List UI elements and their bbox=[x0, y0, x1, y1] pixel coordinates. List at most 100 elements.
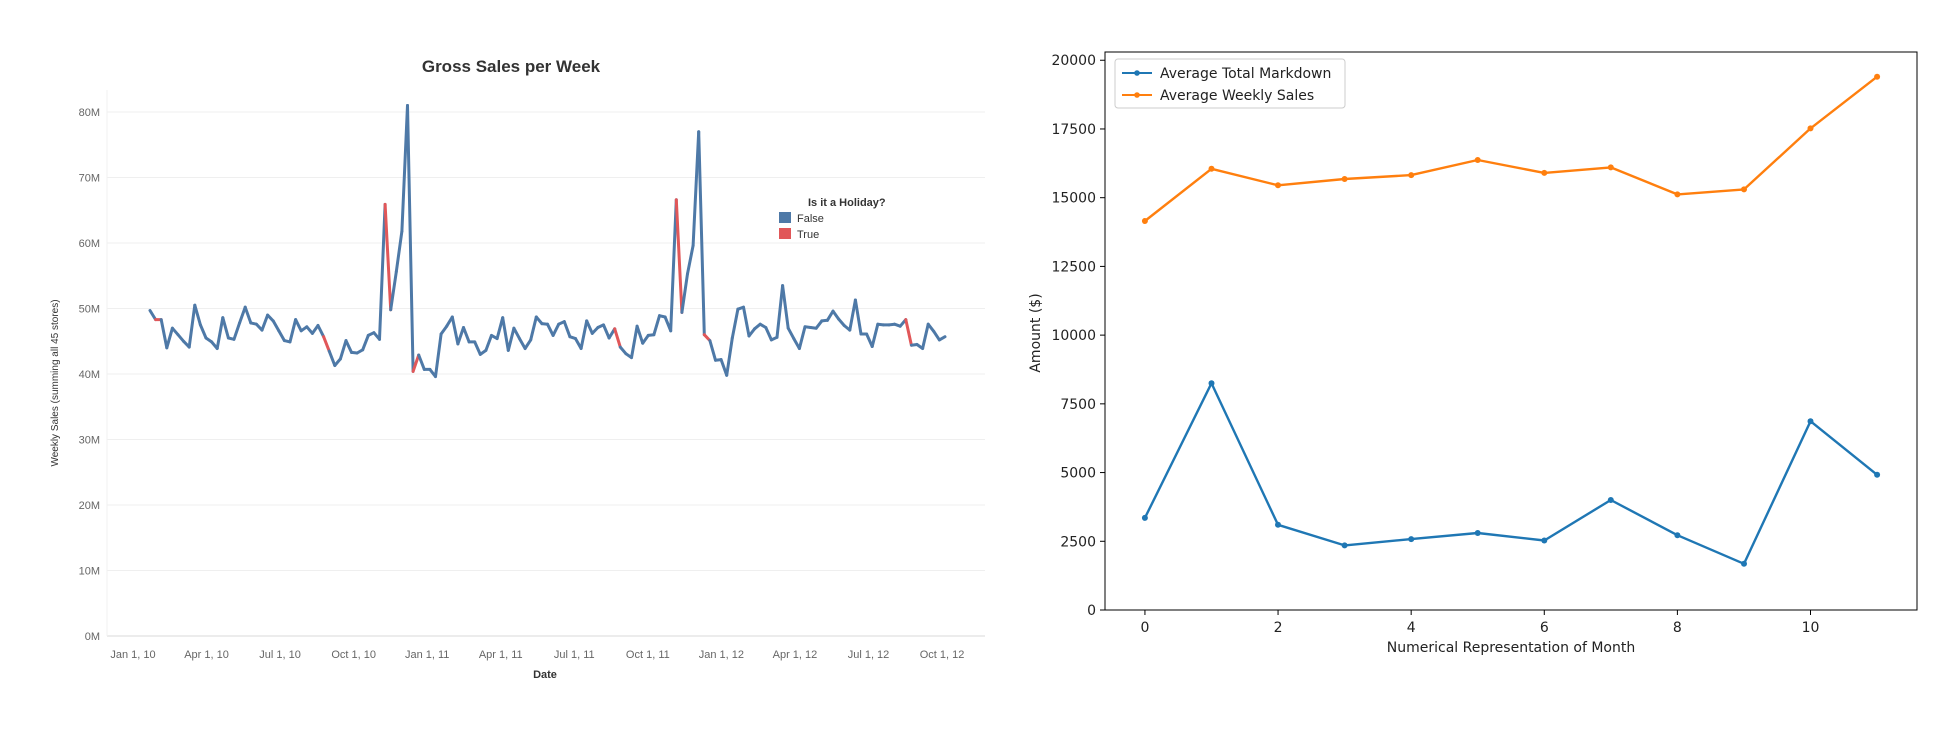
series-line-0 bbox=[1143, 382, 1878, 565]
y-tick-label: 2500 bbox=[1060, 534, 1096, 550]
sales-segment bbox=[781, 284, 790, 330]
series-point-1 bbox=[1674, 191, 1681, 198]
series-point-0 bbox=[1607, 497, 1614, 503]
y-tick-label: 17500 bbox=[1051, 122, 1096, 138]
sales-segment bbox=[260, 313, 270, 332]
sales-segment bbox=[394, 229, 404, 274]
sales-segment bbox=[198, 323, 208, 340]
x-tick-label: Jan 1, 12 bbox=[699, 649, 744, 661]
sales-segment bbox=[585, 319, 594, 335]
sales-segment bbox=[652, 314, 661, 337]
sales-segment bbox=[669, 198, 678, 333]
holiday-segment bbox=[904, 318, 913, 347]
axes-frame bbox=[1104, 51, 1918, 611]
sales-segment bbox=[562, 320, 572, 339]
sales-segment bbox=[635, 324, 645, 345]
sales-segment bbox=[221, 316, 230, 340]
sales-segment bbox=[159, 318, 169, 350]
series-point-1 bbox=[1807, 125, 1814, 132]
sales-segment bbox=[232, 321, 242, 341]
series-point-0 bbox=[1208, 380, 1215, 387]
sales-segment bbox=[215, 316, 225, 350]
x-tick-label: Jul 1, 11 bbox=[554, 649, 595, 661]
holiday-segment bbox=[383, 202, 393, 312]
sales-segment bbox=[853, 298, 863, 336]
plot-lines bbox=[148, 104, 947, 379]
sales-segment bbox=[417, 353, 426, 371]
series-point-0 bbox=[1674, 532, 1681, 539]
legend-box bbox=[1114, 58, 1346, 109]
y-tick-label: 20000 bbox=[1051, 53, 1096, 69]
sales-segment bbox=[775, 284, 785, 339]
sales-segment bbox=[641, 333, 650, 345]
sales-segment bbox=[546, 322, 555, 337]
sales-segment bbox=[148, 309, 158, 322]
y-tick-label: 10000 bbox=[1051, 328, 1096, 344]
x-tick-label: 6 bbox=[1540, 620, 1549, 636]
sales-segment bbox=[344, 339, 353, 354]
sales-segment bbox=[439, 324, 449, 336]
series-point-1 bbox=[1141, 218, 1148, 224]
sales-segment bbox=[327, 349, 337, 367]
sales-segment bbox=[512, 326, 521, 341]
legend-marker-sales bbox=[1134, 92, 1140, 98]
x-tick-label: Jul 1, 12 bbox=[848, 649, 890, 661]
sales-segment bbox=[338, 339, 348, 361]
y-tick-label: 20M bbox=[79, 500, 100, 512]
sales-segment bbox=[378, 202, 387, 341]
series-point-1 bbox=[1208, 165, 1215, 172]
sales-segment bbox=[187, 303, 197, 349]
x-axis-label: Date bbox=[533, 669, 557, 681]
sales-segment bbox=[238, 305, 247, 325]
y-axis-label: Amount ($) bbox=[1028, 293, 1044, 372]
y-tick-label: 40M bbox=[79, 369, 100, 381]
sales-segment bbox=[831, 309, 841, 321]
sales-segment bbox=[680, 272, 689, 314]
sales-segment bbox=[932, 329, 941, 342]
sales-segment bbox=[686, 244, 695, 276]
y-tick-label: 80M bbox=[79, 107, 100, 119]
x-tick-label: 4 bbox=[1407, 620, 1416, 636]
legend: Is it a Holiday? False True bbox=[779, 197, 886, 241]
sales-segment bbox=[316, 324, 326, 339]
series-point-1 bbox=[1408, 172, 1415, 179]
series-line-1 bbox=[1144, 75, 1878, 222]
sales-segment bbox=[725, 336, 734, 377]
sales-segment bbox=[271, 319, 281, 333]
sales-segment bbox=[825, 309, 835, 322]
sales-segment bbox=[730, 307, 740, 340]
y-tick-label: 7500 bbox=[1060, 397, 1096, 413]
x-tick-label: Oct 1, 10 bbox=[331, 649, 376, 661]
y-tick-label: 60M bbox=[79, 238, 100, 250]
plot-lines bbox=[1141, 73, 1881, 567]
sales-segment bbox=[602, 323, 611, 340]
gridlines bbox=[107, 111, 985, 571]
sales-segment bbox=[551, 322, 561, 337]
sales-segment bbox=[473, 340, 482, 356]
holiday-segment bbox=[674, 198, 684, 314]
x-tick-label: Jan 1, 11 bbox=[405, 649, 449, 661]
sales-segment bbox=[243, 305, 253, 325]
y-tick-label: 0 bbox=[1087, 603, 1096, 619]
x-tick-label: Apr 1, 11 bbox=[479, 649, 523, 661]
sales-segment bbox=[361, 333, 370, 352]
legend-label-sales: Average Weekly Sales bbox=[1160, 88, 1314, 104]
y-tick-label: 0M bbox=[85, 631, 100, 643]
legend-label-false: False bbox=[797, 213, 824, 225]
sales-segment bbox=[495, 316, 505, 341]
y-tick-label: 5000 bbox=[1060, 466, 1096, 482]
series-point-0 bbox=[1474, 530, 1481, 536]
holiday-segment bbox=[613, 327, 622, 349]
series-point-1 bbox=[1874, 73, 1881, 80]
holiday-segment bbox=[411, 353, 421, 373]
sales-segment bbox=[926, 322, 936, 333]
gross-sales-chart: Gross Sales per Week 0M 10M 20M 30M 40M 50M 60… bbox=[50, 57, 985, 681]
sales-segment bbox=[389, 270, 398, 312]
x-tick-label: Oct 1, 11 bbox=[626, 649, 670, 661]
x-tick-label: 8 bbox=[1673, 620, 1682, 636]
holiday-segment bbox=[322, 335, 331, 353]
series-point-0 bbox=[1741, 560, 1747, 567]
y-ticks: 0 2500 5000 7500 10000 12500 15000 17500 20000 bbox=[1051, 53, 1105, 619]
series-point-1 bbox=[1474, 157, 1481, 163]
sales-segment bbox=[277, 329, 286, 343]
